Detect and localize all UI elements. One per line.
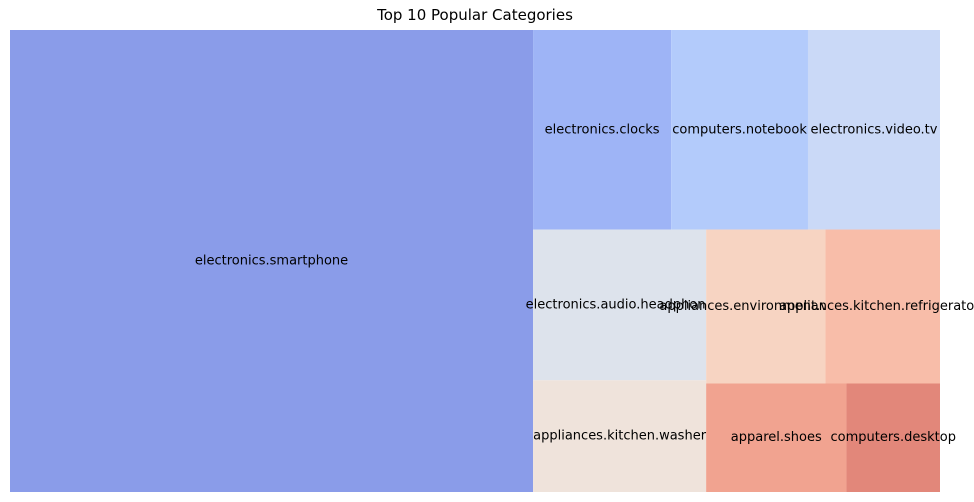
treemap-rect <box>671 30 808 230</box>
treemap-label: appliances.kitchen.refrigerators <box>779 299 974 314</box>
treemap-tile: appliances.kitchen.refrigerators <box>779 229 974 384</box>
treemap-tile: appliances.kitchen.washer <box>533 380 707 492</box>
treemap-label: electronics.audio.headphone <box>526 297 714 312</box>
treemap-label: electronics.video.tv <box>811 122 938 137</box>
treemap-rect <box>825 229 940 384</box>
treemap-rect <box>846 383 940 492</box>
treemap-rect <box>807 30 940 230</box>
treemap-label: appliances.environment.vacuum <box>659 299 872 314</box>
treemap-label: appliances.kitchen.washer <box>533 429 707 444</box>
treemap-label: apparel.shoes <box>731 430 822 445</box>
treemap-tile: electronics.smartphone <box>10 30 534 492</box>
treemap-label: electronics.smartphone <box>195 254 348 269</box>
treemap-tile: apparel.shoes <box>706 383 847 492</box>
treemap-rect <box>706 383 847 492</box>
treemap-tile: computers.desktop <box>830 383 956 492</box>
treemap-rect <box>533 30 672 230</box>
treemap-tile: electronics.video.tv <box>807 30 940 230</box>
treemap-tile: electronics.clocks <box>533 30 672 230</box>
treemap-label: computers.desktop <box>830 430 955 445</box>
treemap-label: computers.notebook <box>672 122 807 137</box>
chart-title: Top 10 Popular Categories <box>377 6 573 24</box>
treemap-rect <box>706 229 826 384</box>
treemap-label: electronics.clocks <box>545 122 660 137</box>
treemap-rect <box>10 30 534 492</box>
treemap-tile: electronics.audio.headphone <box>526 229 714 381</box>
treemap-rect <box>533 380 707 492</box>
treemap-tile: appliances.environment.vacuum <box>659 229 872 384</box>
treemap-tile: computers.notebook <box>671 30 808 230</box>
treemap-rect <box>533 229 707 381</box>
